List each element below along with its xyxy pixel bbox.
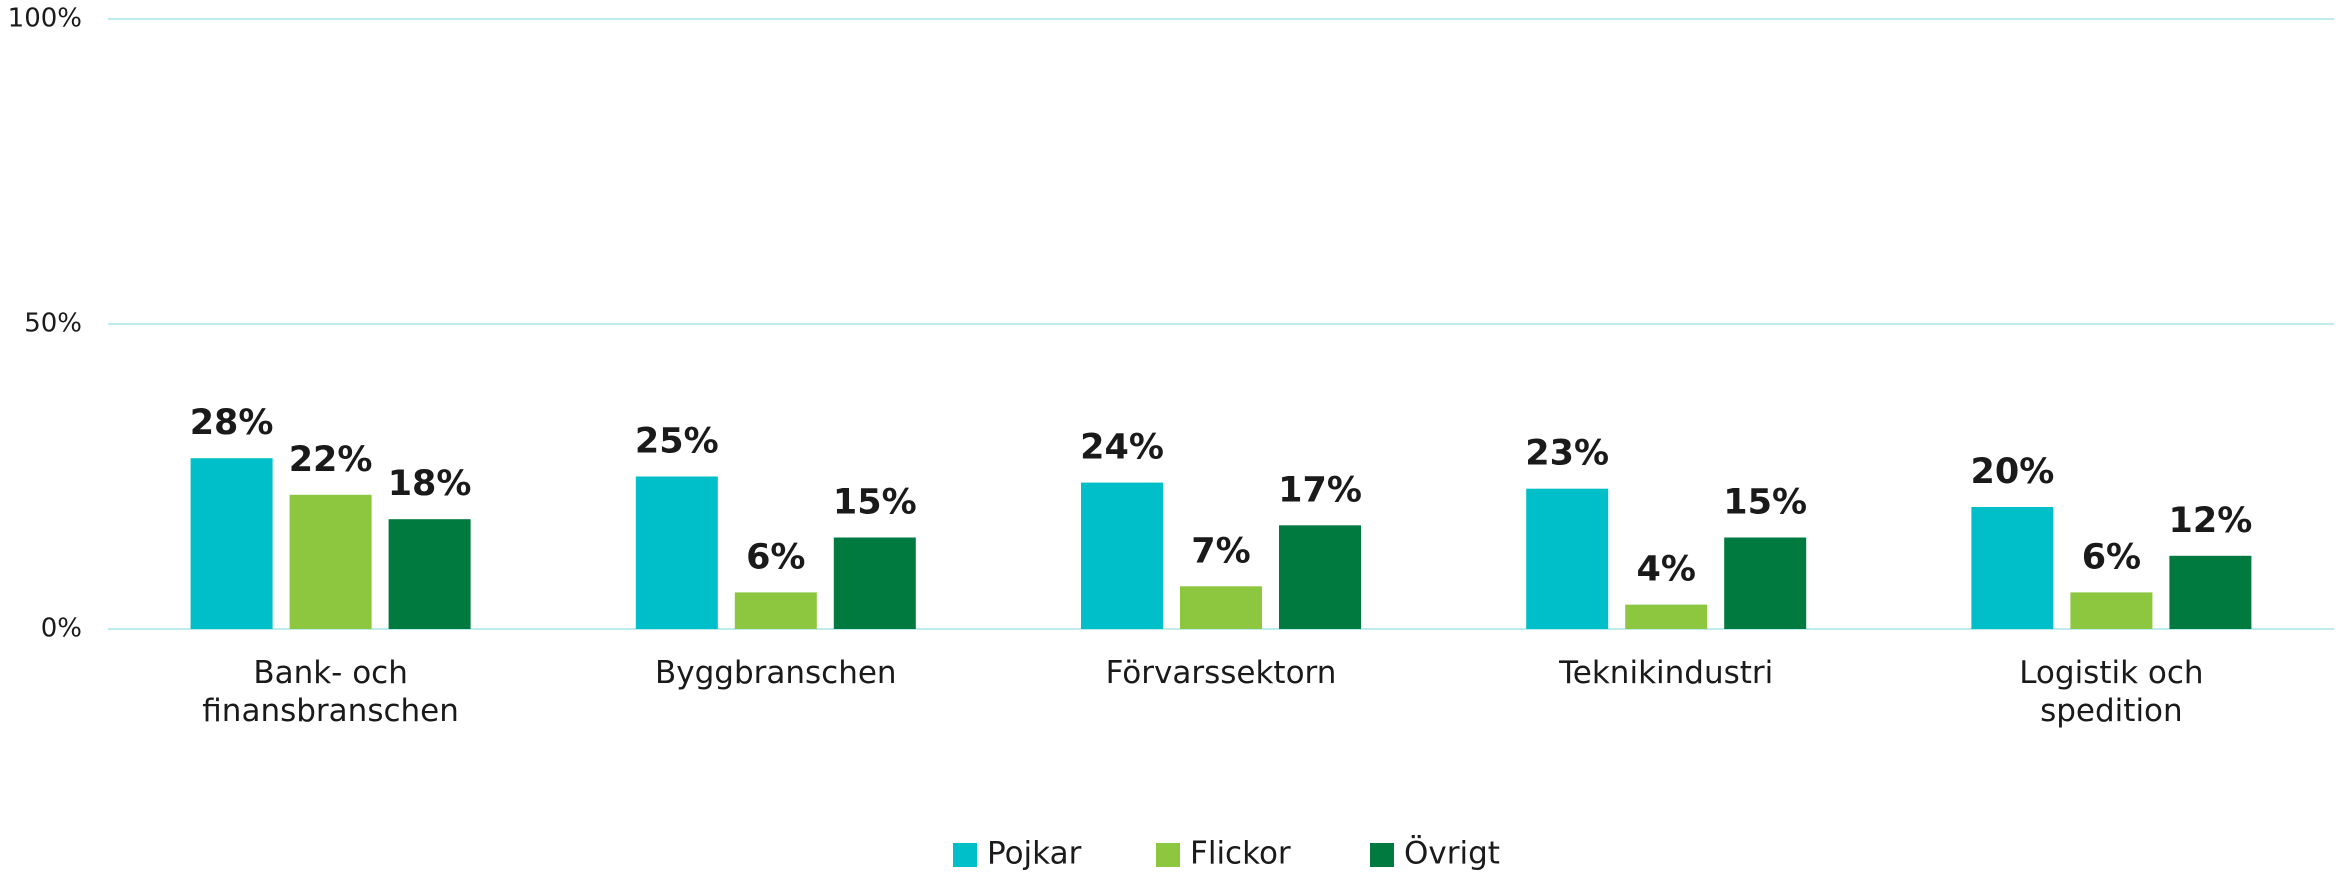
value-label: 18% <box>388 464 472 504</box>
y-tick-label: 100% <box>8 4 82 34</box>
bar <box>190 458 273 629</box>
bar <box>1180 586 1262 629</box>
legend-label: Övrigt <box>1404 835 1500 872</box>
value-label: 22% <box>289 440 373 480</box>
value-label: 7% <box>1191 531 1250 571</box>
y-tick-label: 0% <box>41 614 82 644</box>
legend-label: Flickor <box>1190 836 1291 872</box>
x-tick-label: Teknikindustri <box>1559 655 1774 691</box>
value-label: 28% <box>190 403 274 443</box>
bar <box>635 476 718 629</box>
bar <box>1081 482 1163 629</box>
x-tick-label: Logistik och spedition <box>2019 655 2204 729</box>
bar <box>388 519 471 629</box>
legend-swatch <box>953 843 977 867</box>
bar <box>1279 525 1361 629</box>
legend-swatch <box>1156 843 1180 867</box>
legend-swatch <box>1370 843 1394 867</box>
bar <box>289 494 372 629</box>
bar <box>833 537 916 629</box>
value-label: 4% <box>1636 550 1695 590</box>
value-label: 12% <box>2169 501 2253 541</box>
x-tick-label: Byggbranschen <box>654 655 897 691</box>
value-label: 6% <box>746 537 805 577</box>
bar <box>1526 488 1609 629</box>
bar <box>2169 555 2252 629</box>
x-tick-label: Bank- och finansbranschen <box>202 655 459 729</box>
bar <box>1971 507 2054 629</box>
bar <box>2070 592 2153 629</box>
value-label: 15% <box>1723 483 1807 523</box>
x-tick-label: Förvarssektorn <box>1105 655 1337 691</box>
bar <box>1625 604 1708 629</box>
legend-label: Pojkar <box>987 836 1082 872</box>
value-label: 6% <box>2082 537 2141 577</box>
value-label: 20% <box>1971 452 2055 492</box>
value-label: 15% <box>833 483 917 523</box>
bar <box>1724 537 1807 629</box>
value-label: 24% <box>1080 428 1164 468</box>
bar <box>734 592 817 629</box>
value-label: 17% <box>1278 470 1362 510</box>
value-label: 23% <box>1525 434 1609 474</box>
y-tick-label: 50% <box>24 309 82 339</box>
value-label: 25% <box>635 422 719 462</box>
